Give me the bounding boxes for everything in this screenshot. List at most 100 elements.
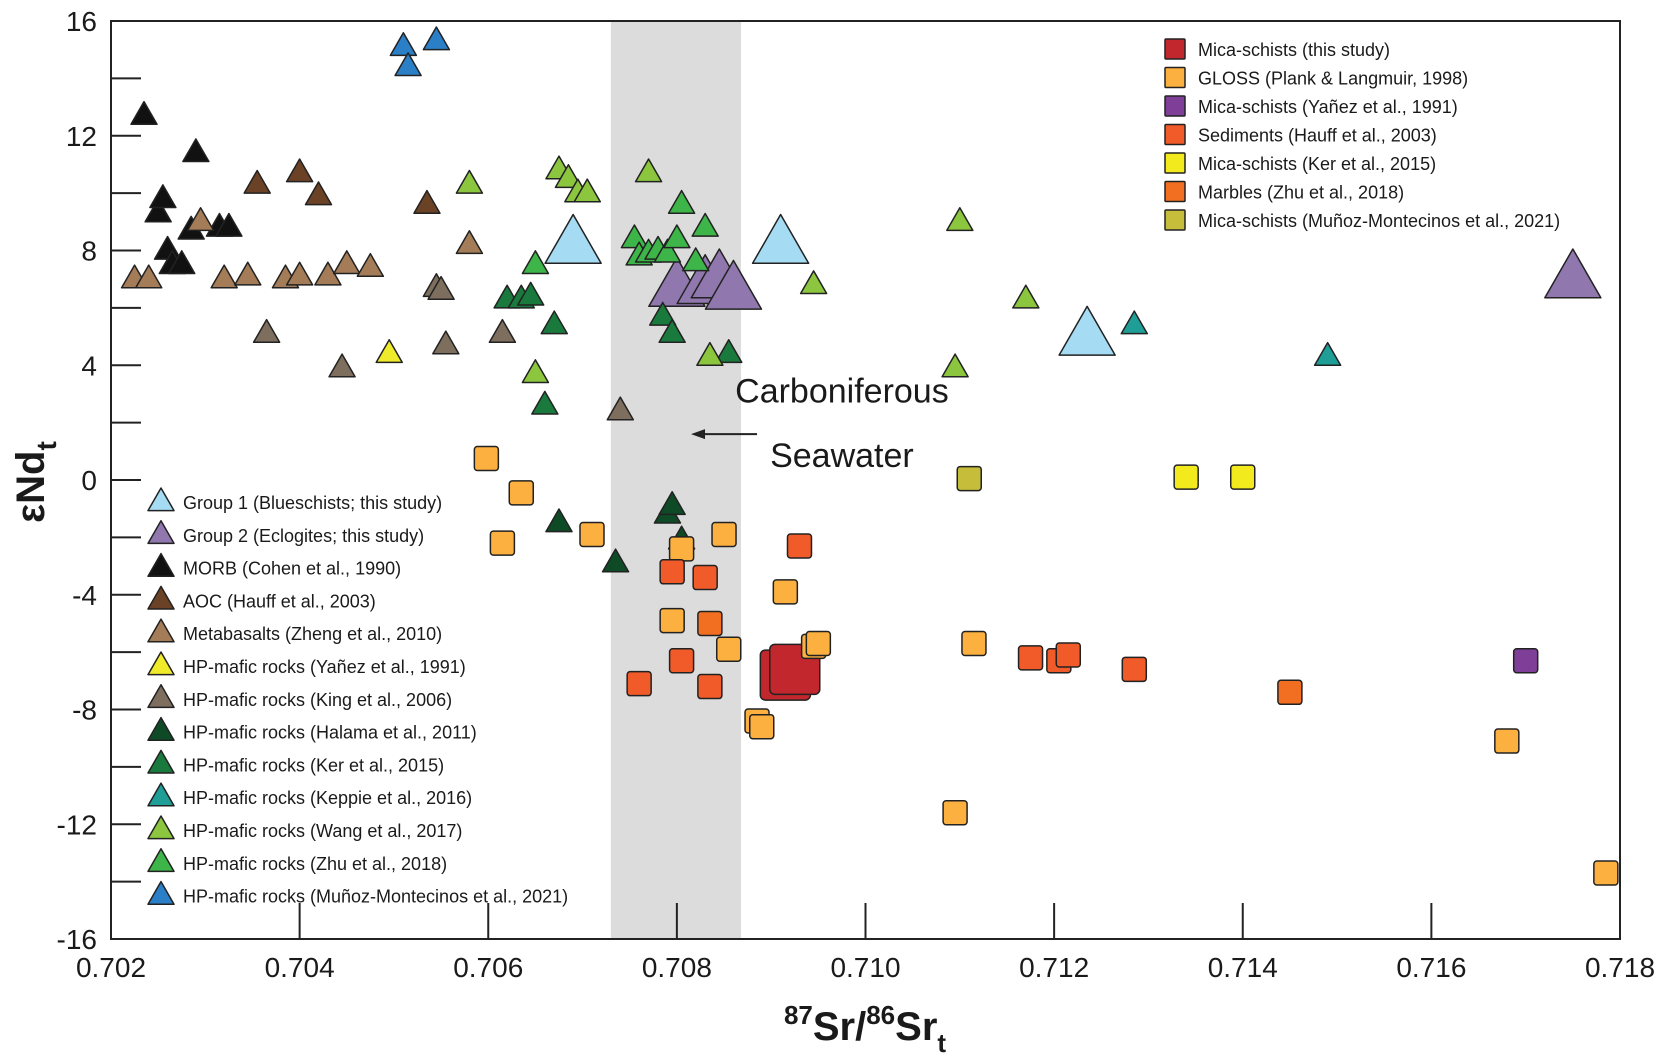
data-point-square — [668, 647, 695, 674]
data-point-triangle — [144, 198, 172, 223]
legend-marker-square — [1164, 95, 1186, 117]
data-point-triangle — [333, 250, 361, 275]
data-point-triangle — [130, 100, 158, 126]
data-point-triangle — [182, 138, 210, 163]
y-tick-label: 0 — [81, 465, 97, 496]
data-point-triangle — [516, 281, 545, 306]
legend-marker-square — [1164, 66, 1186, 89]
data-point-triangle — [941, 353, 969, 378]
legend-marker-triangle — [147, 782, 175, 807]
data-point-triangle — [432, 330, 460, 355]
data-point-square — [697, 673, 723, 700]
data-point-triangle — [751, 213, 810, 265]
data-point-triangle — [1313, 341, 1342, 366]
data-point-square — [1055, 642, 1082, 668]
carboniferous-seawater-band — [610, 21, 742, 939]
x-tick-label: 0.710 — [830, 952, 900, 983]
y-axis-title: εNdt — [9, 441, 62, 523]
x-title-sup1: 87 — [784, 1000, 813, 1030]
plot-frame — [110, 20, 1621, 940]
data-point-triangle — [573, 178, 602, 203]
data-point-triangle — [1544, 248, 1602, 299]
data-point-triangle — [285, 158, 314, 183]
data-point-triangle — [634, 158, 663, 183]
data-point-triangle — [946, 207, 974, 232]
x-tick-label: 0.718 — [1585, 952, 1654, 983]
legend-marker-triangle — [147, 684, 175, 709]
data-point-square — [786, 533, 813, 559]
legend-label: MORB (Cohen et al., 1990) — [183, 559, 401, 579]
legend-label: AOC (Hauff et al., 2003) — [183, 591, 376, 611]
data-point-triangle — [186, 207, 215, 232]
data-point-triangle — [1012, 284, 1040, 309]
y-tick-label: -12 — [57, 809, 97, 840]
seawater-label-line1: Carboniferous — [735, 373, 949, 411]
data-point-triangle — [234, 261, 262, 286]
legend-marker-triangle — [147, 651, 175, 676]
x-axis-title: 87Sr/86Srt — [784, 1000, 946, 1056]
data-point-triangle — [658, 318, 686, 344]
legend-label: HP-mafic rocks (Ker et al., 2015) — [183, 755, 444, 775]
legend-label: HP-mafic rocks (Wang et al., 2017) — [183, 821, 462, 841]
data-point-square — [1017, 645, 1044, 671]
data-point-triangle — [531, 390, 559, 415]
data-point-triangle — [681, 247, 710, 272]
legend-label: Sediments (Hauff et al., 2003) — [1198, 126, 1437, 146]
data-point-triangle — [1120, 310, 1149, 335]
data-point-triangle — [455, 229, 484, 255]
data-point-triangle — [691, 212, 719, 237]
data-point-triangle — [545, 508, 573, 533]
y-tick-label: -16 — [57, 924, 97, 955]
legend-marker-square — [1164, 180, 1186, 203]
data-point-triangle — [648, 301, 677, 326]
data-point-triangle — [601, 548, 630, 573]
data-point-triangle — [653, 238, 682, 263]
data-point-triangle — [620, 224, 649, 249]
legend-squares: Mica-schists (this study) GLOSS (Plank & … — [1164, 38, 1560, 231]
y-tick-label: -4 — [72, 580, 97, 611]
data-point-square — [1277, 679, 1303, 706]
data-point-triangle — [521, 250, 550, 275]
legend-squares-box — [1148, 32, 1598, 240]
x-title-base1: Sr/ — [813, 1005, 866, 1049]
legend-label: HP-mafic rocks (Muñoz-Montecinos et al.,… — [183, 887, 568, 907]
x-tick-label: 0.714 — [1208, 952, 1278, 983]
data-point-triangle — [394, 52, 422, 77]
data-point-triangle — [167, 250, 196, 275]
data-point-square — [942, 800, 968, 826]
data-point-triangle — [488, 318, 517, 344]
data-point-triangle — [799, 270, 828, 295]
data-point-square — [749, 713, 775, 740]
x-tick-label: 0.716 — [1396, 952, 1466, 983]
x-title-sub: t — [937, 1028, 946, 1056]
legend-label: Group 1 (Blueschists; this study) — [183, 493, 442, 513]
y-title-base: εNd — [9, 451, 53, 523]
data-point-triangle — [606, 396, 635, 421]
y-tick-label: 16 — [66, 6, 97, 37]
data-point-square — [659, 559, 685, 585]
x-tick-label: 0.712 — [1019, 952, 1089, 983]
legend-label: Metabasalts (Zheng et al., 2010) — [183, 624, 442, 644]
legend-marker-triangle — [147, 848, 175, 873]
legend-label: Mica-schists (Yañez et al., 1991) — [1198, 97, 1458, 117]
data-point-triangle — [544, 213, 602, 265]
data-point-square — [579, 521, 605, 548]
legend-label: Mica-schists (Muñoz-Montecinos et al., 2… — [1198, 211, 1560, 231]
data-point-square — [668, 536, 695, 562]
axis-tick-labels: 0.702 0.704 0.706 0.708 0.710 0.712 0.714 0.716… — [57, 6, 1654, 983]
data-point-triangle — [521, 359, 550, 384]
data-point-triangle — [540, 310, 569, 335]
data-points — [120, 26, 1619, 886]
data-point-square — [626, 670, 652, 697]
x-tick-label: 0.708 — [642, 952, 712, 983]
y-tick-label: 8 — [81, 236, 97, 267]
legend-label: HP-mafic rocks (Keppie et al., 2016) — [183, 788, 472, 808]
legend-label: HP-mafic rocks (King et al., 2006) — [183, 690, 452, 710]
legend-marker-triangle — [147, 520, 175, 545]
data-point-triangle — [304, 181, 333, 206]
legend-marker-triangle — [147, 749, 175, 774]
y-tick-label: -8 — [72, 695, 97, 726]
data-point-triangle — [704, 259, 763, 310]
legend-label: GLOSS (Plank & Langmuir, 1998) — [1198, 69, 1468, 89]
y-tick-label: 12 — [66, 121, 97, 152]
